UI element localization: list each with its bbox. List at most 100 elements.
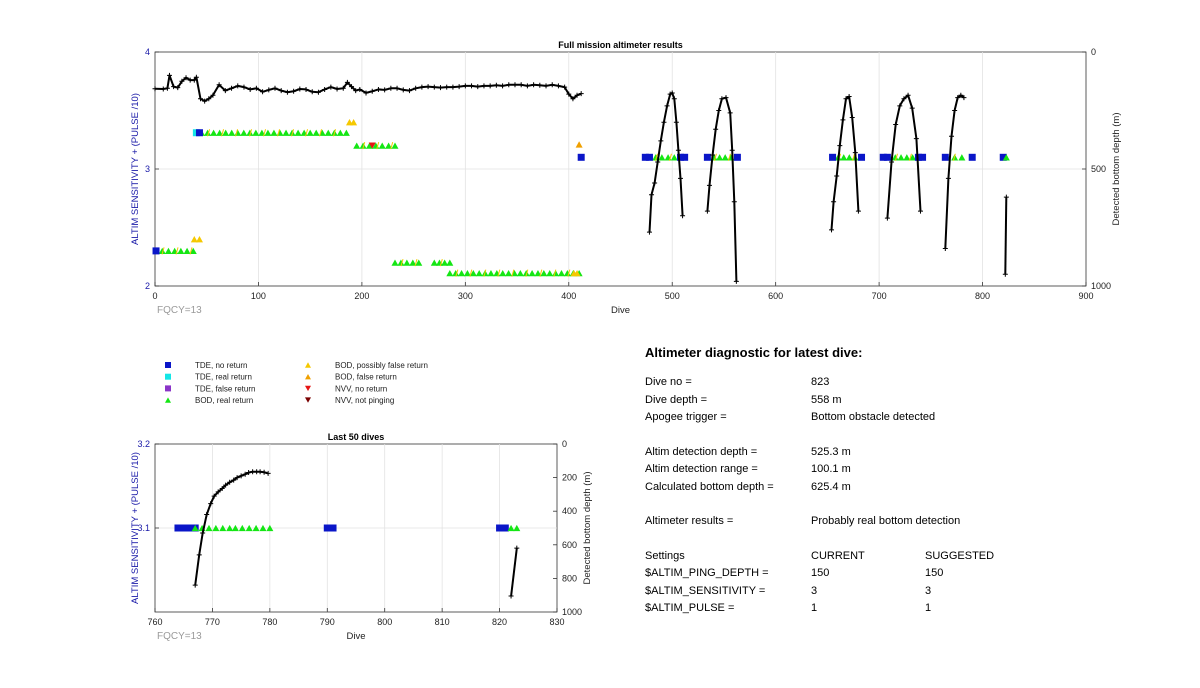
- bod-marker: [359, 142, 367, 149]
- data-point-marker: [195, 129, 203, 137]
- bottom-depth-point: [265, 470, 271, 476]
- bod-overlap-stripe: [207, 129, 211, 137]
- data-point-marker: [190, 236, 198, 243]
- bod-marker: [222, 129, 230, 136]
- bod-marker: [189, 247, 197, 255]
- y2-tick-label: 400: [562, 506, 577, 516]
- bottom-depth-line: [510, 548, 518, 597]
- bod-marker: [391, 259, 399, 266]
- legend-label: NVV, not pinging: [335, 396, 394, 405]
- bottom-depth-point: [208, 501, 214, 507]
- bod-marker: [158, 247, 166, 255]
- bod-overlap-stripe: [525, 269, 529, 277]
- bottom-depth-point: [340, 85, 346, 91]
- bottom-depth-point: [438, 85, 444, 91]
- bod-overlap-stripe: [235, 129, 239, 137]
- bod-marker: [240, 129, 248, 136]
- bod-marker: [270, 129, 278, 136]
- bottom-depth-point: [669, 90, 675, 96]
- bottom-depth-point: [160, 86, 166, 92]
- bottom-depth-point: [257, 469, 263, 475]
- y-tick-label: 3.1: [137, 523, 150, 533]
- bottom-depth-point: [958, 92, 964, 98]
- bod-marker: [845, 154, 853, 161]
- y2-axis-label: Detected bottom depth (m): [1111, 113, 1122, 226]
- bottom-depth-point: [419, 84, 425, 90]
- legend-label: TDE, false return: [195, 384, 255, 393]
- bod-marker: [958, 154, 966, 161]
- bottom-depth-point: [234, 475, 240, 481]
- bod-marker: [336, 129, 344, 136]
- bottom-depth-point: [723, 95, 729, 101]
- x-tick-label: 200: [354, 291, 369, 301]
- bottom-depth-line: [1004, 197, 1008, 275]
- bottom-depth-point: [309, 89, 315, 95]
- pulse-row: $ALTIM_PULSE = 1 1: [645, 602, 1165, 620]
- bottom-depth-point: [183, 75, 189, 81]
- full-mission-chart: 0 100 200 300 400 500 600 700 800 900 2 3 4 0 500 1000 F…: [130, 40, 1122, 316]
- bottom-depth-point: [731, 199, 737, 205]
- bottom-depth-point: [231, 477, 237, 483]
- bod-marker: [259, 524, 267, 532]
- bod-marker: [909, 154, 917, 161]
- bod-marker: [505, 269, 513, 277]
- bottom-depth-point: [942, 246, 948, 252]
- bod-marker: [266, 524, 274, 532]
- bottom-depth-point: [202, 98, 208, 104]
- x-tick-label: 900: [1078, 291, 1093, 301]
- bottom-depth-point: [363, 90, 369, 96]
- x-axis-label: Dive: [611, 305, 630, 316]
- bottom-depth-point: [388, 85, 394, 91]
- bottom-depth-point: [570, 96, 576, 102]
- bottom-depth-point: [655, 159, 661, 165]
- bottom-depth-point: [322, 86, 328, 92]
- bottom-depth-point: [549, 82, 555, 88]
- bod-marker: [446, 269, 454, 277]
- bod-marker: [658, 154, 666, 161]
- bottom-depth-point: [524, 83, 530, 89]
- bottom-depth-point: [431, 84, 437, 90]
- data-point-marker: [195, 236, 203, 243]
- legend-marker: [165, 385, 171, 392]
- x-tick-label: 800: [377, 617, 392, 627]
- data-point-marker: [941, 153, 949, 161]
- bottom-depth-point: [727, 110, 733, 116]
- bod-overlap-stripe: [319, 129, 323, 137]
- x-tick-label: 100: [251, 291, 266, 301]
- data-point-marker: [703, 153, 711, 161]
- bod-marker: [228, 129, 236, 136]
- bod-marker: [378, 142, 386, 149]
- bottom-depth-point: [406, 88, 412, 94]
- bod-marker: [441, 259, 449, 266]
- legend-label: TDE, real return: [195, 373, 252, 382]
- bod-marker: [522, 269, 530, 277]
- apogee-value: Bottom obstacle detected: [811, 411, 936, 423]
- results-label: Altimeter results =: [645, 515, 734, 527]
- legend-label: NVV, no return: [335, 384, 387, 393]
- bod-marker: [252, 129, 260, 136]
- data-point-marker: [883, 153, 891, 161]
- bottom-depth-point: [913, 136, 919, 142]
- bod-overlap-stripe: [439, 258, 443, 267]
- bod-overlap-stripe: [511, 269, 515, 277]
- bod-overlap-stripe: [305, 129, 309, 137]
- bottom-depth-point: [344, 79, 350, 85]
- dive-depth-row: Dive depth = 558 m: [645, 394, 1165, 412]
- bottom-depth-point: [266, 87, 272, 93]
- bod-marker: [557, 269, 565, 277]
- tde-segment: [323, 524, 337, 532]
- bottom-depth-point: [192, 582, 198, 588]
- bottom-depth-point: [949, 133, 955, 139]
- bod-marker: [891, 154, 899, 161]
- bod-marker: [246, 129, 254, 136]
- fqcy-annotation: FQCY=13: [157, 631, 202, 642]
- bod-overlap-stripe: [249, 129, 253, 137]
- data-point-marker: [152, 247, 160, 255]
- bottom-depth-point: [400, 87, 406, 93]
- legend-label: TDE, no return: [195, 361, 247, 370]
- bottom-depth-point: [831, 199, 837, 205]
- bottom-depth-point: [475, 84, 481, 90]
- bottom-depth-point: [671, 96, 677, 102]
- legend-label: BOD, possibly false return: [335, 361, 428, 370]
- bottom-depth-point: [191, 77, 197, 83]
